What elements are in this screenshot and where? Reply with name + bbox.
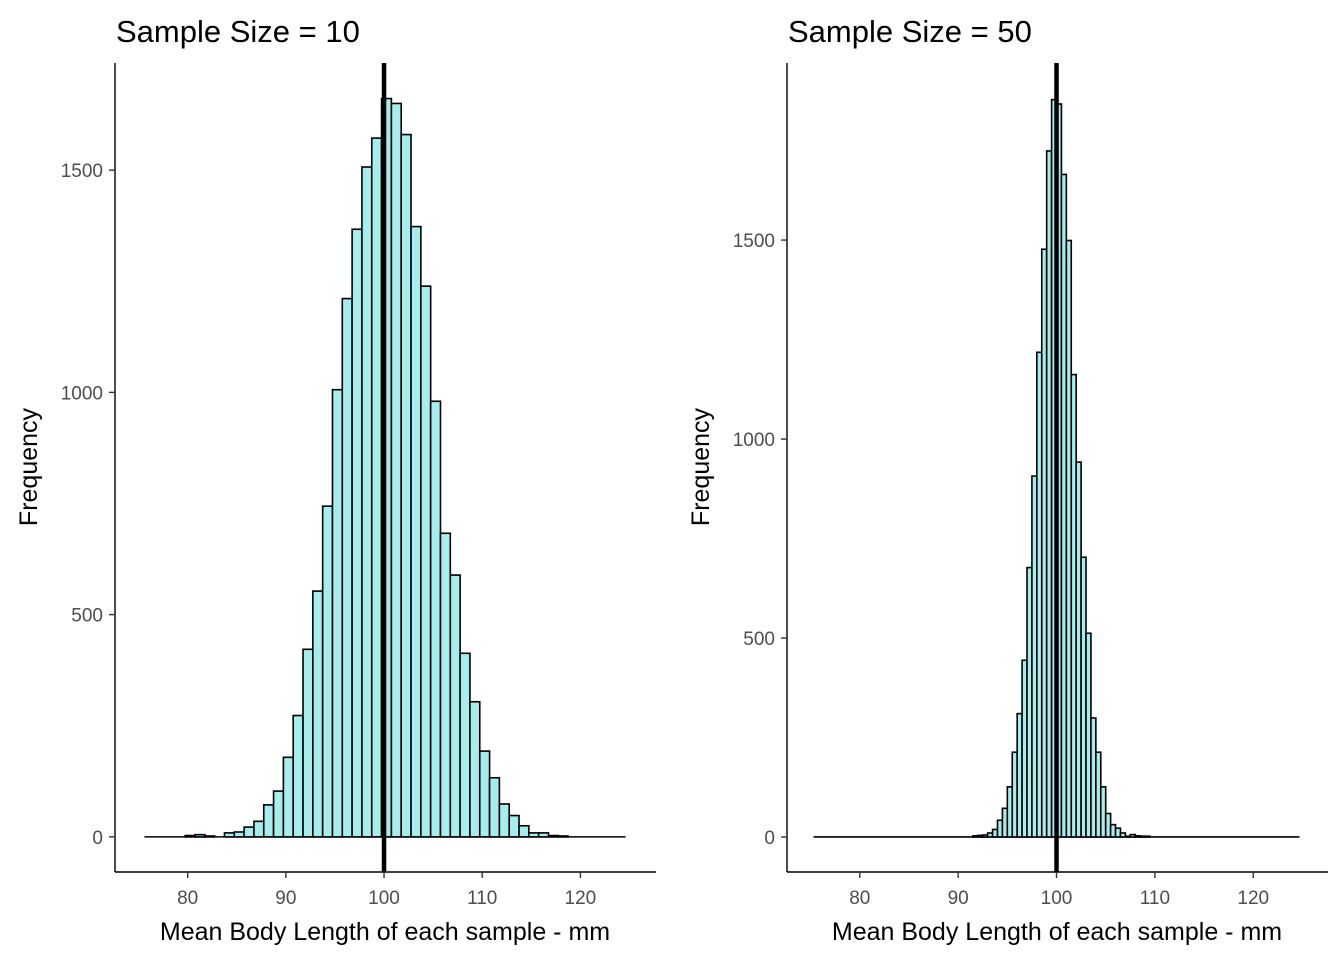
panel-sample-size-10: Sample Size = 10 Mean Body Length of eac…: [15, 14, 656, 946]
histogram-bar: [400, 133, 412, 838]
histogram-bar: [351, 228, 363, 838]
histogram-bar: [223, 832, 236, 838]
panel-title: Sample Size = 10: [116, 14, 360, 49]
histogram-bar: [341, 297, 353, 838]
histogram-bar: [410, 225, 422, 838]
x-axis-title: Mean Body Length of each sample - mm: [160, 918, 610, 946]
histogram-bar: [312, 590, 324, 838]
histogram-bar: [361, 166, 373, 838]
histogram-bar: [194, 833, 206, 838]
histogram-bar: [498, 803, 511, 838]
histogram-bar: [390, 102, 403, 838]
histogram-bar: [449, 574, 461, 838]
histogram-bar: [557, 835, 569, 838]
histogram-bar: [420, 285, 432, 838]
x-axis-title: Mean Body Length of each sample - mm: [832, 918, 1282, 946]
histogram-bar: [518, 824, 530, 838]
panel-sample-size-50: Sample Size = 50 Mean Body Length of eac…: [687, 14, 1328, 946]
histogram-bar: [469, 700, 481, 838]
x-tick-label: 110: [467, 888, 497, 909]
panel-title: Sample Size = 50: [788, 14, 1032, 49]
y-axis-title: Frequency: [15, 407, 43, 526]
y-axis-title: Frequency: [687, 407, 715, 526]
histogram-bar: [282, 756, 295, 838]
y-tick-label: 1000: [733, 430, 775, 451]
y-tick-label: 0: [764, 828, 775, 849]
histogram-bar: [1144, 835, 1151, 838]
x-tick-label: 80: [177, 888, 198, 909]
histogram-bar: [537, 832, 550, 838]
y-tick-label: 1000: [61, 383, 103, 404]
histogram-bar: [184, 834, 196, 838]
histogram-bar: [204, 835, 216, 838]
y-tick-label: 1500: [61, 161, 103, 182]
y-tick-label: 500: [71, 606, 103, 627]
x-tick-label: 100: [1041, 888, 1073, 909]
y-tick-label: 0: [92, 828, 103, 849]
histogram-bar: [253, 820, 265, 838]
x-tick-label: 100: [368, 888, 400, 909]
histogram-bar: [459, 652, 471, 838]
histogram-bar: [262, 804, 275, 838]
histogram-bar: [331, 388, 344, 838]
histogram-bar: [547, 834, 560, 838]
x-tick-label: 120: [1237, 888, 1269, 909]
histogram-bar: [508, 814, 520, 838]
histogram-bar: [488, 776, 501, 838]
x-tick-label: 90: [948, 888, 969, 909]
histogram-bar: [528, 832, 540, 838]
histogram-bar: [429, 400, 442, 838]
x-tick-label: 90: [275, 888, 296, 909]
x-tick-label: 110: [1140, 888, 1170, 909]
y-tick-label: 500: [743, 629, 775, 650]
histogram-bar: [439, 532, 452, 838]
histogram-bar: [292, 714, 304, 838]
histogram-bar: [1119, 832, 1127, 838]
histogram-bar: [478, 750, 491, 838]
histogram-bar: [370, 137, 383, 838]
bars: [144, 97, 626, 838]
y-tick-label: 1500: [733, 231, 775, 252]
histogram-bar: [233, 831, 245, 838]
histogram-bar: [243, 826, 255, 838]
x-tick-label: 80: [849, 888, 870, 909]
histogram-bar: [321, 505, 334, 838]
bars: [813, 98, 1300, 838]
x-tick-label: 120: [565, 888, 597, 909]
histogram-bar: [1099, 786, 1107, 838]
histogram-bar: [272, 790, 285, 838]
histogram-bar: [302, 648, 314, 838]
